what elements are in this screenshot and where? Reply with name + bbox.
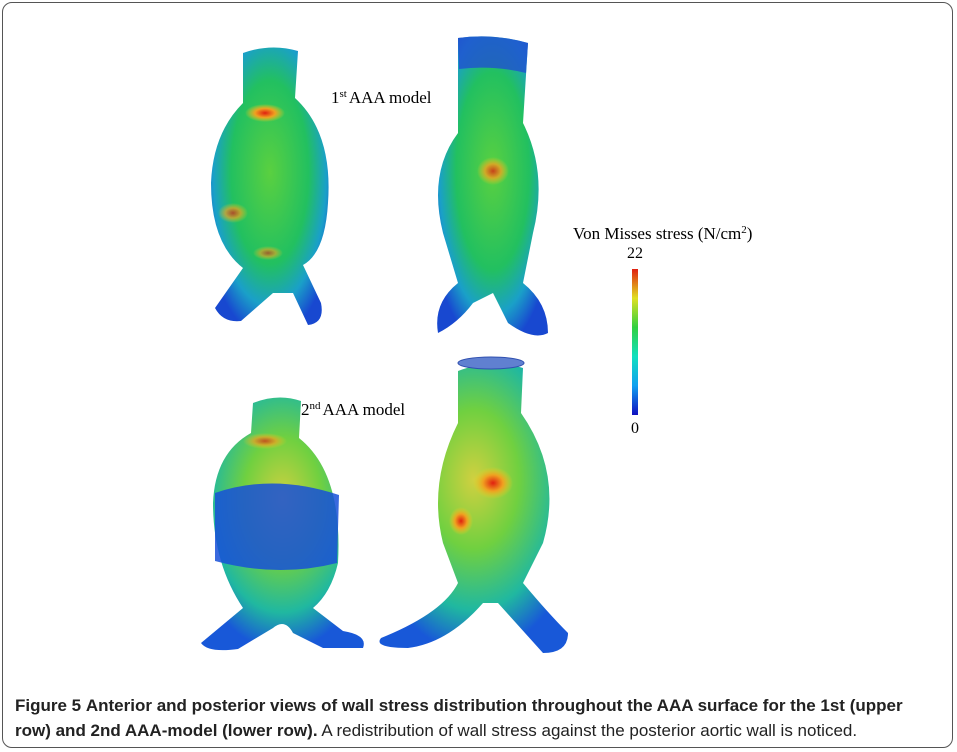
- colorbar-min: 0: [631, 420, 639, 437]
- caption-text: A redistribution of wall stress against …: [321, 721, 857, 740]
- label-number: 2: [301, 400, 310, 419]
- figure-frame: 1stAAA model 2ndAAA model Von Misses str…: [2, 2, 953, 748]
- label-suffix: nd: [310, 400, 322, 412]
- colorbar-title: Von Misses stress (N/cm2): [573, 224, 752, 243]
- label-number: 1: [331, 88, 340, 107]
- colorbar-title-text: Von Misses stress (N/cm: [573, 224, 741, 243]
- model-1-posterior: [437, 36, 548, 335]
- label-text: AAA model: [323, 400, 406, 419]
- model-2-anterior: [201, 397, 364, 650]
- caption: Figure 5 Anterior and posterior views of…: [15, 693, 935, 743]
- colorbar-title-end: ): [747, 224, 753, 243]
- model-1-anterior: [211, 47, 329, 325]
- colorbar-max: 22: [627, 245, 643, 262]
- caption-label: Figure 5: [15, 696, 81, 715]
- label-suffix: st: [340, 88, 347, 100]
- colorbar: [632, 269, 638, 415]
- model-2-posterior: [380, 357, 568, 653]
- label-text: AAA model: [349, 88, 432, 107]
